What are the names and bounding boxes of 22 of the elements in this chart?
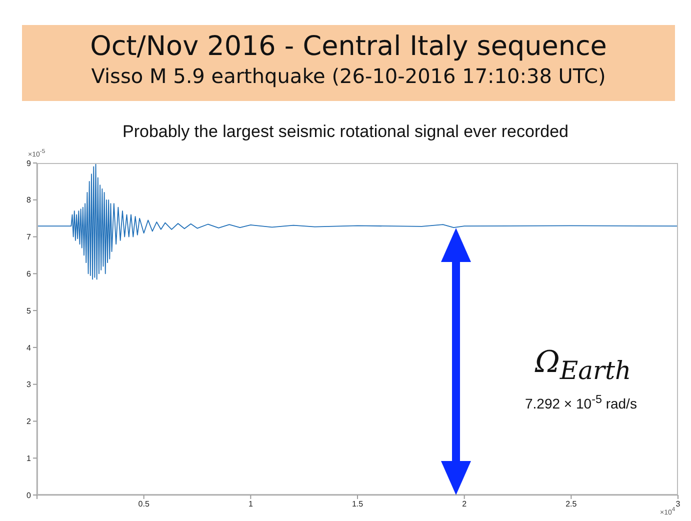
x-tick-label: 1.5 xyxy=(352,500,364,509)
x-tick-label: 0.5 xyxy=(138,500,150,509)
y-tick-label: 8 xyxy=(26,196,32,205)
y-tick-label: 4 xyxy=(26,343,32,352)
annotation: 7.292 × 10$^{-5}$ rad/s xyxy=(525,393,637,412)
chart-title: Oct/Nov 2016 - Central Italy sequence xyxy=(89,31,608,62)
x-tick-label: 3 xyxy=(676,500,681,509)
y-tick-label: 9 xyxy=(26,158,32,168)
chart-subtitle: Visso M 5.9 earthquake (26-10-2016 17:10:38 UTC) xyxy=(90,64,607,88)
x-tick-label: 2 xyxy=(462,500,468,509)
y-tick-label: 6 xyxy=(26,270,32,279)
y-tick-label: 3 xyxy=(26,380,32,390)
y-tick-label: 5 xyxy=(26,306,32,316)
y-tick-label: 2 xyxy=(26,417,32,426)
x-tick-label: 1 xyxy=(248,500,254,509)
annotation: Ω$_{Earth}$ xyxy=(535,345,632,385)
y-tick-label: 7 xyxy=(26,232,32,242)
x-tick-label: 2.5 xyxy=(566,500,578,509)
y-tick-label: 0 xyxy=(26,490,32,500)
line-series xyxy=(37,163,678,280)
text: Probably the largest seismic rotational signal ever recorded xyxy=(121,122,570,142)
y-tick-label: 1 xyxy=(26,454,32,463)
